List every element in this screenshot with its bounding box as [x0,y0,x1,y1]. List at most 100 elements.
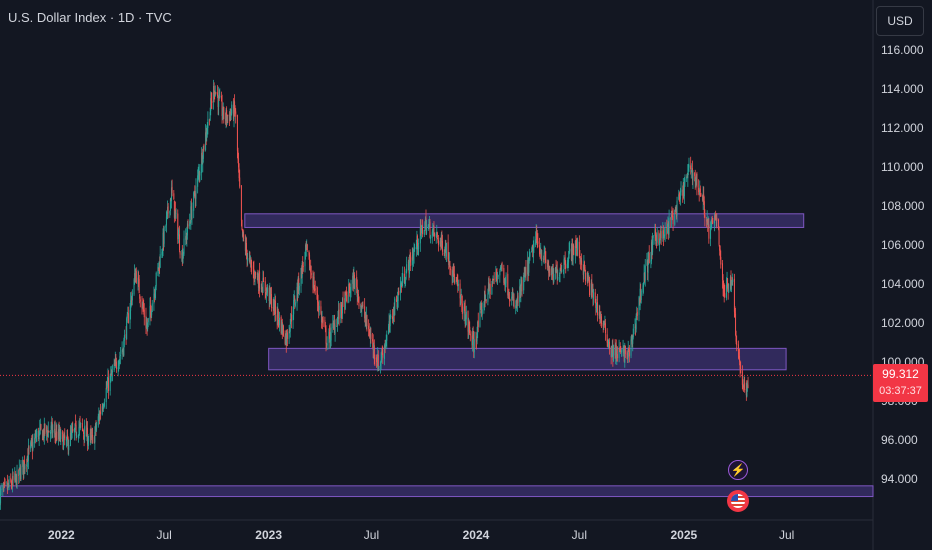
zone-rect-3 [0,485,874,498]
candle-body [306,245,308,248]
candle-body [98,415,100,419]
candle-body [261,287,263,290]
candle-body [410,257,412,266]
candle-body [706,219,708,222]
candle-body [139,299,141,302]
candle-body [71,430,73,432]
candle-body [234,101,236,109]
candle-body [62,434,64,450]
candle-body [437,238,439,241]
candle-body [103,404,105,407]
candle-body [714,215,716,220]
candle-body [68,445,70,451]
candle-body [731,280,733,285]
candle-body [93,437,95,444]
candle-body [724,293,726,298]
time-axis-label: 2025 [671,528,698,542]
candle-body [603,322,605,326]
candle-body [607,343,609,347]
candle-body [691,168,693,180]
candle-body [435,233,437,237]
candle-body [570,248,572,261]
candle-body [517,295,519,303]
candle-body [61,432,63,434]
candle-body [381,352,383,355]
candle-body [540,249,542,254]
candle-body [412,254,414,260]
candle-body [147,318,149,323]
candle-body [206,127,208,132]
candle-body [325,328,327,344]
candle-body [704,214,706,219]
candle-body [133,279,135,295]
price-axis-label: 102.000 [881,316,925,330]
candle-body [635,316,637,330]
candle-body [183,238,185,254]
price-axis-label: 96.000 [881,433,918,447]
candle-body [276,315,278,321]
candle-body [436,233,438,235]
candle-body [460,296,462,298]
currency-button[interactable]: USD [876,6,924,36]
candle-body [604,322,606,325]
candle-body [551,268,553,273]
price-axis-label: 108.000 [881,199,925,213]
candle-body [38,430,40,440]
candle-body [162,232,164,251]
candle-body [131,297,133,302]
candle-body [185,235,187,240]
candle-body [92,435,94,437]
candle-body [397,292,399,301]
candle-body [305,243,307,248]
candle-body [72,429,74,432]
candle-body [104,402,106,406]
candle-body [378,365,380,370]
candle-body [163,226,165,244]
candle-body [401,283,403,288]
candle-body [18,470,20,477]
candle-body [30,441,32,443]
candle-body [746,383,748,385]
candle-body [3,483,5,488]
candle-body [718,219,720,229]
candle-body [167,206,169,214]
candle-body [405,280,407,284]
candle-body [611,352,613,357]
candle-body [105,387,107,403]
candle-body [380,360,382,362]
candle-body [86,427,88,445]
candle-body [40,424,42,430]
candle-body [727,284,729,292]
candle-body [233,102,235,120]
candle-body [664,228,666,236]
candle-body [322,318,324,322]
candle-body [181,253,183,255]
candle-body [242,232,244,237]
candle-body [658,243,660,246]
candle-body [150,308,152,316]
candle-body [221,96,223,102]
candle-body [32,441,34,450]
candle-body [285,334,287,345]
candle-body [185,236,187,240]
candle-body [317,293,319,303]
candle-body [380,361,382,366]
candle-body [194,190,196,196]
candle-body [650,242,652,261]
lightning-icon[interactable]: ⚡ [728,460,748,480]
candle-body [453,265,455,275]
candle-body [246,250,248,261]
candle-body [177,234,179,239]
candle-body [384,345,386,360]
candle-body [667,221,669,224]
candle-body [320,306,322,314]
candle-body [615,346,617,357]
us-flag-icon[interactable] [727,490,749,512]
candle-body [708,224,710,239]
candle-body [102,407,104,409]
candle-body [501,264,503,267]
candle-body [497,275,499,277]
candle-body [732,279,734,282]
candle-body [322,320,324,322]
